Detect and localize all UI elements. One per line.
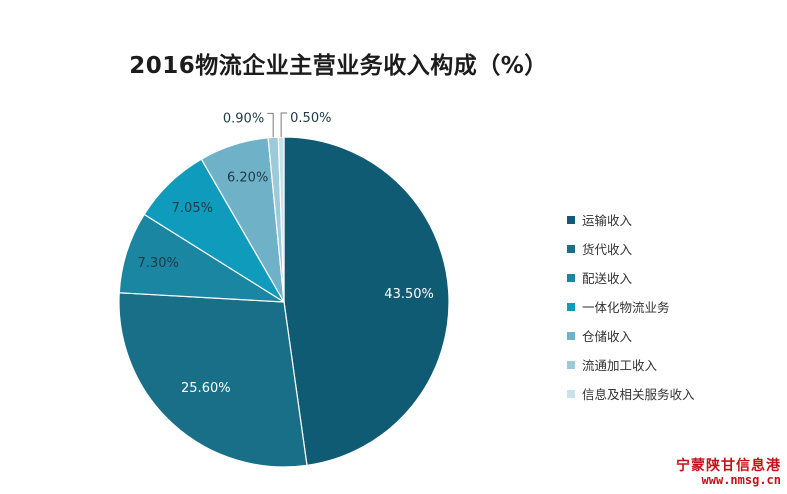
leader-line-6 [267, 112, 274, 138]
legend-swatch-icon [567, 273, 575, 282]
legend-label: 运输收入 [582, 213, 633, 228]
legend-item-5: 仓储收入 [567, 321, 695, 350]
leader-lines [267, 112, 288, 138]
chart-title: 2016物流企业主营业务收入构成（%） [129, 53, 548, 79]
legend-item-1: 运输收入 [567, 205, 695, 234]
legend-label: 流通加工收入 [582, 358, 658, 373]
legend-swatch-icon [567, 215, 575, 224]
slice-label-2: 25.60% [181, 381, 231, 396]
slice-label-4: 7.05% [172, 201, 213, 216]
legend-item-6: 流通加工收入 [567, 350, 695, 379]
slice-label-3: 7.30% [138, 256, 179, 271]
slice-label-6: 0.90% [223, 111, 264, 126]
watermark: 宁蒙陕甘信息港 www.nmsg.cn [676, 458, 781, 488]
slice-label-5: 6.20% [227, 170, 268, 185]
pie-slice-1 [283, 136, 450, 467]
legend-label: 信息及相关服务收入 [582, 387, 695, 402]
watermark-site-name: 宁蒙陕甘信息港 [676, 458, 781, 475]
leader-line-7 [280, 112, 288, 138]
legend-swatch-icon [567, 244, 575, 253]
legend-item-2: 货代收入 [567, 234, 695, 263]
pie-slices [118, 136, 450, 468]
legend-swatch-icon [567, 331, 575, 340]
legend-label: 仓储收入 [582, 329, 633, 344]
legend-label: 货代收入 [582, 242, 633, 257]
pie-slice-2 [118, 292, 308, 468]
legend-swatch-icon [567, 389, 575, 398]
legend-item-7: 信息及相关服务收入 [567, 379, 695, 408]
watermark-url: www.nmsg.cn [701, 473, 781, 488]
legend-swatch-icon [567, 360, 575, 369]
legend-label: 配送收入 [582, 271, 633, 286]
legend: 运输收入货代收入配送收入一体化物流业务 仓储收入流通加工收入信息及相关服务收入 [567, 205, 695, 408]
slice-labels: 43.50% 25.60% 7.30% 7.05% 6.20% 0.90% 0.50% [138, 111, 434, 396]
legend-item-3: 配送收入 [567, 263, 695, 292]
legend-item-4: 一体化物流业务 [567, 292, 695, 321]
legend-swatch-icon [567, 302, 575, 311]
legend-label: 一体化物流业务 [582, 300, 670, 315]
slice-label-1: 43.50% [384, 287, 434, 302]
slice-label-7: 0.50% [290, 111, 331, 126]
